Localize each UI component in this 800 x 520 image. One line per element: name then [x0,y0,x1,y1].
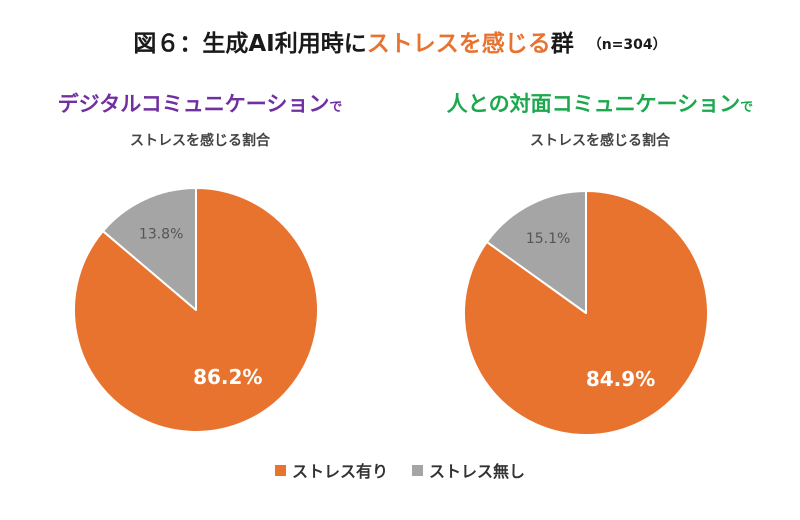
left-pie-label-stress-no: 13.8% [139,227,183,243]
legend: ストレス有り ストレス無し [0,458,800,482]
legend-label-stress-yes: ストレス有り [291,462,388,481]
chart-title: 図６：生成AI利用時にストレスを感じる群 （n=304） [0,24,800,58]
chart-title-accent: ストレスを感じる [366,31,551,57]
chart-title-prefix: 図６：生成AI利用時に [133,31,367,57]
left-pie-subtitle: ストレスを感じる割合 [130,133,270,149]
legend-item-stress-no: ストレス無し [412,458,525,482]
right-pie-heading: 人との対面コミュニケーションで [400,88,800,118]
left-pie-title: デジタルコミュニケーション [57,92,330,116]
right-pie-subtitle: ストレスを感じる割合 [530,133,670,149]
right-pie-label-stress-no: 15.1% [526,231,570,247]
left-pie-slice-stress-no [101,187,197,311]
right-pie-title: 人との対面コミュニケーション [446,92,741,116]
left-pie-label-stress-yes: 86.2% [193,365,262,389]
right-pie-title-suffix: で [740,100,754,115]
chart-title-suffix: 群 [550,31,574,57]
legend-item-stress-yes: ストレス有り [274,458,388,482]
legend-label-stress-no: ストレス無し [429,462,526,481]
legend-swatch-stress-no [412,464,423,476]
sample-size-label: （n=304） [587,37,667,53]
legend-swatch-stress-yes [274,464,286,476]
right-pie-label-stress-yes: 84.9% [586,367,655,391]
right-pie-slice-stress-no [485,190,587,314]
left-pie-heading: デジタルコミュニケーションで [0,88,400,118]
left-pie-title-suffix: で [329,100,343,115]
